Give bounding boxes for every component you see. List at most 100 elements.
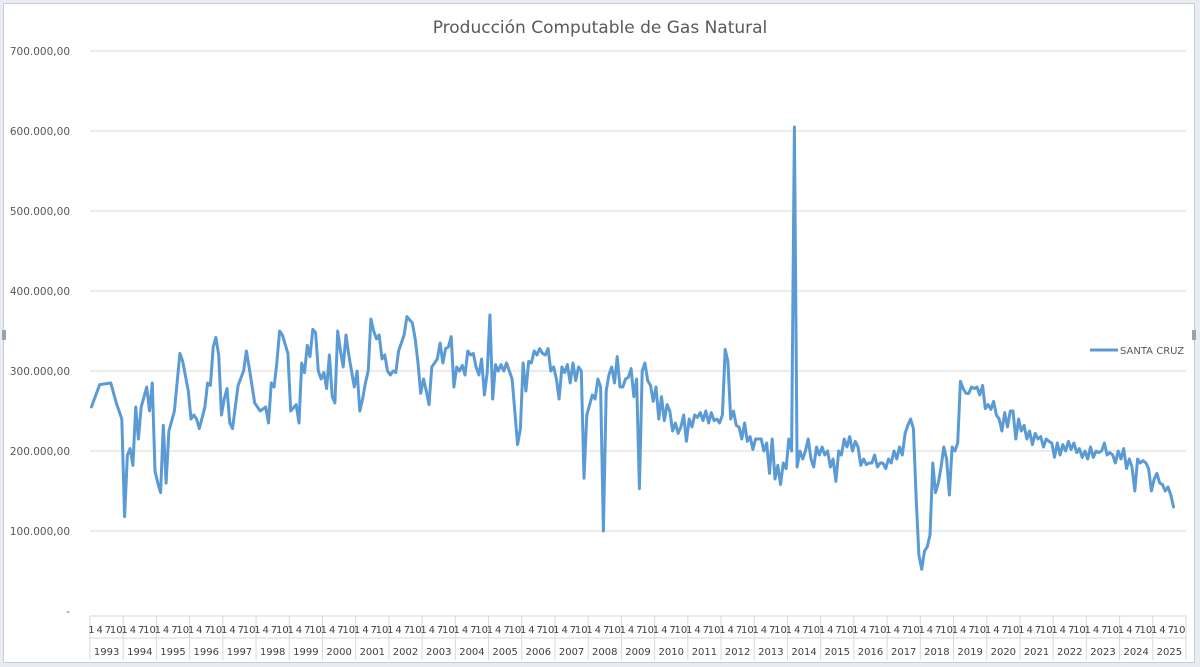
month-tick-label: 7	[802, 625, 808, 636]
month-tick-label: 4	[163, 625, 169, 636]
year-tick-label: 2002	[393, 647, 418, 658]
month-tick-label: 10	[376, 625, 389, 636]
month-tick-label: 10	[542, 625, 555, 636]
year-tick-label: 2024	[1123, 647, 1148, 658]
month-tick-label: 7	[935, 625, 941, 636]
month-tick-label: 10	[675, 625, 688, 636]
month-tick-label: 10	[1173, 625, 1186, 636]
month-tick-label: 1	[586, 625, 592, 636]
year-tick-label: 1998	[260, 647, 285, 658]
month-tick-label: 1	[786, 625, 792, 636]
month-tick-label: 10	[774, 625, 787, 636]
month-tick-label: 1	[553, 625, 559, 636]
month-tick-label: 10	[210, 625, 223, 636]
month-tick-label: 4	[960, 625, 966, 636]
month-tick-label: 7	[570, 625, 576, 636]
month-tick-label: 7	[437, 625, 443, 636]
year-tick-label: 1997	[227, 647, 252, 658]
y-tick-label: 300.000,00	[10, 366, 70, 378]
month-tick-label: 4	[694, 625, 700, 636]
month-tick-label: 10	[1140, 625, 1153, 636]
month-tick-label: 10	[807, 625, 820, 636]
year-tick-label: 2012	[725, 647, 750, 658]
month-tick-label: 7	[503, 625, 509, 636]
month-tick-label: 7	[636, 625, 642, 636]
y-tick-label: 600.000,00	[10, 126, 70, 138]
year-tick-label: 2023	[1090, 647, 1115, 658]
month-tick-label: 7	[669, 625, 675, 636]
month-tick-label: 4	[429, 625, 435, 636]
series-line-santa-cruz	[89, 125, 1175, 571]
year-tick-label: 2010	[658, 647, 683, 658]
month-tick-label: 1	[985, 625, 991, 636]
month-tick-label: 7	[370, 625, 376, 636]
month-tick-label: 1	[88, 625, 94, 636]
year-tick-label: 2015	[825, 647, 850, 658]
year-tick-label: 2003	[426, 647, 451, 658]
month-tick-label: 1	[918, 625, 924, 636]
month-tick-label: 7	[869, 625, 875, 636]
month-tick-label: 1	[287, 625, 293, 636]
month-tick-label: 7	[769, 625, 775, 636]
month-tick-label: 4	[595, 625, 601, 636]
month-tick-label: 10	[608, 625, 621, 636]
month-tick-label: 1	[155, 625, 161, 636]
y-axis: - 100.000,00 200.000,00 300.000,00 400.000,0…	[10, 46, 70, 618]
year-tick-label: 2001	[360, 647, 385, 658]
month-tick-label: 1	[1085, 625, 1091, 636]
year-tick-label: 1994	[127, 647, 152, 658]
year-tick-label: 2022	[1057, 647, 1082, 658]
month-tick-label: 1	[1018, 625, 1024, 636]
month-tick-label: 10	[475, 625, 488, 636]
month-tick-label: 7	[736, 625, 742, 636]
month-tick-label: 4	[362, 625, 368, 636]
month-tick-label: 1	[1118, 625, 1124, 636]
left-resize-handle[interactable]	[2, 330, 6, 340]
month-tick-label: 1	[188, 625, 194, 636]
month-tick-label: 4	[1093, 625, 1099, 636]
month-tick-label: 10	[110, 625, 123, 636]
year-tick-label: 1995	[160, 647, 185, 658]
month-tick-label: 1	[221, 625, 227, 636]
month-tick-label: 4	[462, 625, 468, 636]
month-tick-label: 1	[686, 625, 692, 636]
month-tick-label: 4	[528, 625, 534, 636]
month-tick-label: 7	[968, 625, 974, 636]
month-tick-label: 7	[1002, 625, 1008, 636]
month-tick-label: 1	[852, 625, 858, 636]
month-tick-label: 7	[138, 625, 144, 636]
year-tick-label: 2005	[492, 647, 517, 658]
month-tick-label: 10	[409, 625, 422, 636]
month-tick-label: 4	[661, 625, 667, 636]
year-tick-label: 1999	[293, 647, 318, 658]
year-tick-label: 2000	[326, 647, 351, 658]
month-tick-label: 10	[940, 625, 953, 636]
month-tick-label: 7	[404, 625, 410, 636]
month-tick-label: 7	[902, 625, 908, 636]
month-tick-label: 1	[121, 625, 127, 636]
year-tick-label: 2008	[592, 647, 617, 658]
year-tick-label: 2020	[991, 647, 1016, 658]
year-tick-label: 2014	[791, 647, 816, 658]
y-tick-label: 400.000,00	[10, 286, 70, 298]
month-tick-label: 1	[1051, 625, 1057, 636]
month-tick-label: 4	[329, 625, 335, 636]
month-tick-label: 7	[238, 625, 244, 636]
right-resize-handle[interactable]	[1192, 330, 1196, 340]
y-tick-label: 500.000,00	[10, 206, 70, 218]
month-tick-label: 4	[827, 625, 833, 636]
month-tick-label: 1	[454, 625, 460, 636]
month-tick-label: 4	[860, 625, 866, 636]
month-tick-label: 1	[354, 625, 360, 636]
month-tick-label: 4	[728, 625, 734, 636]
year-tick-label: 2009	[625, 647, 650, 658]
month-tick-label: 1	[653, 625, 659, 636]
month-tick-label: 4	[894, 625, 900, 636]
month-tick-label: 10	[143, 625, 156, 636]
month-tick-label: 10	[575, 625, 588, 636]
year-tick-label: 2016	[858, 647, 883, 658]
month-tick-label: 10	[243, 625, 256, 636]
month-tick-label: 1	[1151, 625, 1157, 636]
y-tick-label: -	[66, 606, 70, 618]
month-tick-label: 1	[620, 625, 626, 636]
